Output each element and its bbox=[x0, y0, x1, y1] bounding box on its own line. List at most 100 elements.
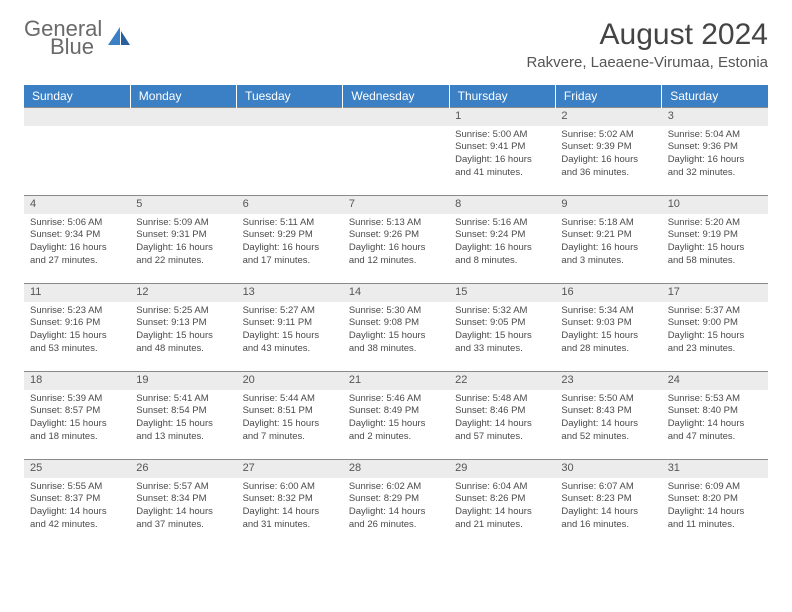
daylight-line: Daylight: 14 hours and 31 minutes. bbox=[243, 506, 337, 532]
daylight-line: Daylight: 16 hours and 36 minutes. bbox=[561, 154, 655, 180]
day-number-cell: 12 bbox=[130, 284, 236, 302]
day-number-cell: 7 bbox=[343, 196, 449, 214]
day-content-cell: Sunrise: 5:16 AMSunset: 9:24 PMDaylight:… bbox=[449, 214, 555, 284]
day-number-cell: 4 bbox=[24, 196, 130, 214]
day-number-cell: 13 bbox=[237, 284, 343, 302]
daylight-line: Daylight: 16 hours and 22 minutes. bbox=[136, 242, 230, 268]
sunrise-line: Sunrise: 5:57 AM bbox=[136, 481, 230, 494]
daylight-line: Daylight: 16 hours and 8 minutes. bbox=[455, 242, 549, 268]
day-number-cell: 20 bbox=[237, 372, 343, 390]
logo-text-block: General Blue bbox=[24, 18, 102, 58]
sunrise-line: Sunrise: 5:44 AM bbox=[243, 393, 337, 406]
daylight-line: Daylight: 15 hours and 43 minutes. bbox=[243, 330, 337, 356]
day-content-cell bbox=[24, 126, 130, 196]
sunrise-line: Sunrise: 5:13 AM bbox=[349, 217, 443, 230]
weekday-header-row: SundayMondayTuesdayWednesdayThursdayFrid… bbox=[24, 85, 768, 108]
daylight-line: Daylight: 16 hours and 32 minutes. bbox=[668, 154, 762, 180]
daylight-line: Daylight: 15 hours and 28 minutes. bbox=[561, 330, 655, 356]
day-number-cell: 21 bbox=[343, 372, 449, 390]
day-number-cell: 11 bbox=[24, 284, 130, 302]
sunrise-line: Sunrise: 5:16 AM bbox=[455, 217, 549, 230]
sunrise-line: Sunrise: 5:48 AM bbox=[455, 393, 549, 406]
sunrise-line: Sunrise: 5:06 AM bbox=[30, 217, 124, 230]
day-content-cell: Sunrise: 5:20 AMSunset: 9:19 PMDaylight:… bbox=[662, 214, 768, 284]
day-number-cell: 27 bbox=[237, 460, 343, 478]
day-number-row: 123 bbox=[24, 108, 768, 126]
day-number-cell: 17 bbox=[662, 284, 768, 302]
sunset-line: Sunset: 8:51 PM bbox=[243, 405, 337, 418]
day-content-cell: Sunrise: 5:09 AMSunset: 9:31 PMDaylight:… bbox=[130, 214, 236, 284]
day-number-cell: 23 bbox=[555, 372, 661, 390]
day-number-row: 45678910 bbox=[24, 196, 768, 214]
daylight-line: Daylight: 15 hours and 23 minutes. bbox=[668, 330, 762, 356]
sunrise-line: Sunrise: 5:09 AM bbox=[136, 217, 230, 230]
daylight-line: Daylight: 15 hours and 18 minutes. bbox=[30, 418, 124, 444]
calendar-body: 123 Sunrise: 5:00 AMSunset: 9:41 PM Daylig… bbox=[24, 108, 768, 548]
daylight-line: Daylight: 14 hours and 42 minutes. bbox=[30, 506, 124, 532]
day-content-cell: Sunrise: 6:02 AMSunset: 8:29 PMDaylight:… bbox=[343, 478, 449, 548]
sunset-line: Sunset: 9:29 PM bbox=[243, 229, 337, 242]
day-number-cell bbox=[130, 108, 236, 126]
daylight-line: Daylight: 14 hours and 11 minutes. bbox=[668, 506, 762, 532]
day-number-cell: 14 bbox=[343, 284, 449, 302]
day-content-cell: Sunrise: 6:00 AMSunset: 8:32 PMDaylight:… bbox=[237, 478, 343, 548]
sunrise-line: Sunrise: 5:18 AM bbox=[561, 217, 655, 230]
day-number-cell: 25 bbox=[24, 460, 130, 478]
weekday-header: Wednesday bbox=[343, 85, 449, 108]
sunrise-line: Sunrise: 5:34 AM bbox=[561, 305, 655, 318]
day-content-cell: Sunrise: 5:37 AMSunset: 9:00 PMDaylight:… bbox=[662, 302, 768, 372]
sunset-line: Sunset: 8:23 PM bbox=[561, 493, 655, 506]
day-content-row: Sunrise: 5:55 AMSunset: 8:37 PMDaylight:… bbox=[24, 478, 768, 548]
day-content-cell: Sunrise: 5:18 AMSunset: 9:21 PMDaylight:… bbox=[555, 214, 661, 284]
sunrise-line: Sunrise: 5:55 AM bbox=[30, 481, 124, 494]
daylight-line: Daylight: 15 hours and 48 minutes. bbox=[136, 330, 230, 356]
sunset-line: Sunset: 9:39 PM bbox=[561, 141, 655, 154]
sunset-line: Sunset: 8:29 PM bbox=[349, 493, 443, 506]
day-content-cell: Sunrise: 5:39 AMSunset: 8:57 PMDaylight:… bbox=[24, 390, 130, 460]
sunrise-line: Sunrise: 5:37 AM bbox=[668, 305, 762, 318]
sunset-line: Sunset: 8:43 PM bbox=[561, 405, 655, 418]
sunset-line: Sunset: 9:08 PM bbox=[349, 317, 443, 330]
day-content-cell: Sunrise: 5:55 AMSunset: 8:37 PMDaylight:… bbox=[24, 478, 130, 548]
day-content-cell: Sunrise: 6:09 AMSunset: 8:20 PMDaylight:… bbox=[662, 478, 768, 548]
day-number-cell bbox=[24, 108, 130, 126]
day-number-cell: 18 bbox=[24, 372, 130, 390]
sunset-line: Sunset: 9:21 PM bbox=[561, 229, 655, 242]
day-content-cell: Sunrise: 5:02 AMSunset: 9:39 PMDaylight:… bbox=[555, 126, 661, 196]
calendar-table: SundayMondayTuesdayWednesdayThursdayFrid… bbox=[24, 85, 768, 548]
day-content-cell: Sunrise: 5:46 AMSunset: 8:49 PMDaylight:… bbox=[343, 390, 449, 460]
sunset-line: Sunset: 9:24 PM bbox=[455, 229, 549, 242]
sunrise-line: Sunrise: 5:50 AM bbox=[561, 393, 655, 406]
weekday-header: Tuesday bbox=[237, 85, 343, 108]
day-content-cell: Sunrise: 5:04 AMSunset: 9:36 PMDaylight:… bbox=[662, 126, 768, 196]
sunrise-line: Sunrise: 5:46 AM bbox=[349, 393, 443, 406]
day-content-row: Sunrise: 5:00 AMSunset: 9:41 PM Daylight:… bbox=[24, 126, 768, 196]
sunrise-line: Sunrise: 5:39 AM bbox=[30, 393, 124, 406]
sunset-line: Sunset: 9:34 PM bbox=[30, 229, 124, 242]
day-content-cell bbox=[343, 126, 449, 196]
daylight-line: Daylight: 14 hours and 37 minutes. bbox=[136, 506, 230, 532]
daylight-line: Daylight: 15 hours and 58 minutes. bbox=[668, 242, 762, 268]
daylight-line: Daylight: 16 hours and 17 minutes. bbox=[243, 242, 337, 268]
sunrise-line: Sunrise: 5:04 AM bbox=[668, 129, 762, 142]
calendar-page: General Blue August 2024 Rakvere, Laeaen… bbox=[0, 0, 792, 566]
day-content-cell: Sunrise: 6:07 AMSunset: 8:23 PMDaylight:… bbox=[555, 478, 661, 548]
day-content-cell: Sunrise: 5:11 AMSunset: 9:29 PMDaylight:… bbox=[237, 214, 343, 284]
day-content-cell: Sunrise: 5:48 AMSunset: 8:46 PMDaylight:… bbox=[449, 390, 555, 460]
sunset-line: Sunset: 9:13 PM bbox=[136, 317, 230, 330]
title-block: August 2024 Rakvere, Laeaene-Virumaa, Es… bbox=[526, 18, 768, 71]
location: Rakvere, Laeaene-Virumaa, Estonia bbox=[526, 54, 768, 71]
day-number-cell: 8 bbox=[449, 196, 555, 214]
daylight-line: Daylight: 14 hours and 16 minutes. bbox=[561, 506, 655, 532]
day-content-cell: Sunrise: 5:23 AMSunset: 9:16 PMDaylight:… bbox=[24, 302, 130, 372]
sunrise-line: Sunrise: 5:00 AM bbox=[455, 129, 549, 142]
sunset-line: Sunset: 9:26 PM bbox=[349, 229, 443, 242]
month-title: August 2024 bbox=[526, 18, 768, 52]
day-content-cell: Sunrise: 5:06 AMSunset: 9:34 PMDaylight:… bbox=[24, 214, 130, 284]
sunset-line: Sunset: 9:41 PM bbox=[455, 141, 549, 154]
day-number-cell: 5 bbox=[130, 196, 236, 214]
day-content-cell: Sunrise: 5:32 AMSunset: 9:05 PMDaylight:… bbox=[449, 302, 555, 372]
day-content-cell: Sunrise: 6:04 AMSunset: 8:26 PMDaylight:… bbox=[449, 478, 555, 548]
day-number-cell: 19 bbox=[130, 372, 236, 390]
day-number-cell bbox=[343, 108, 449, 126]
